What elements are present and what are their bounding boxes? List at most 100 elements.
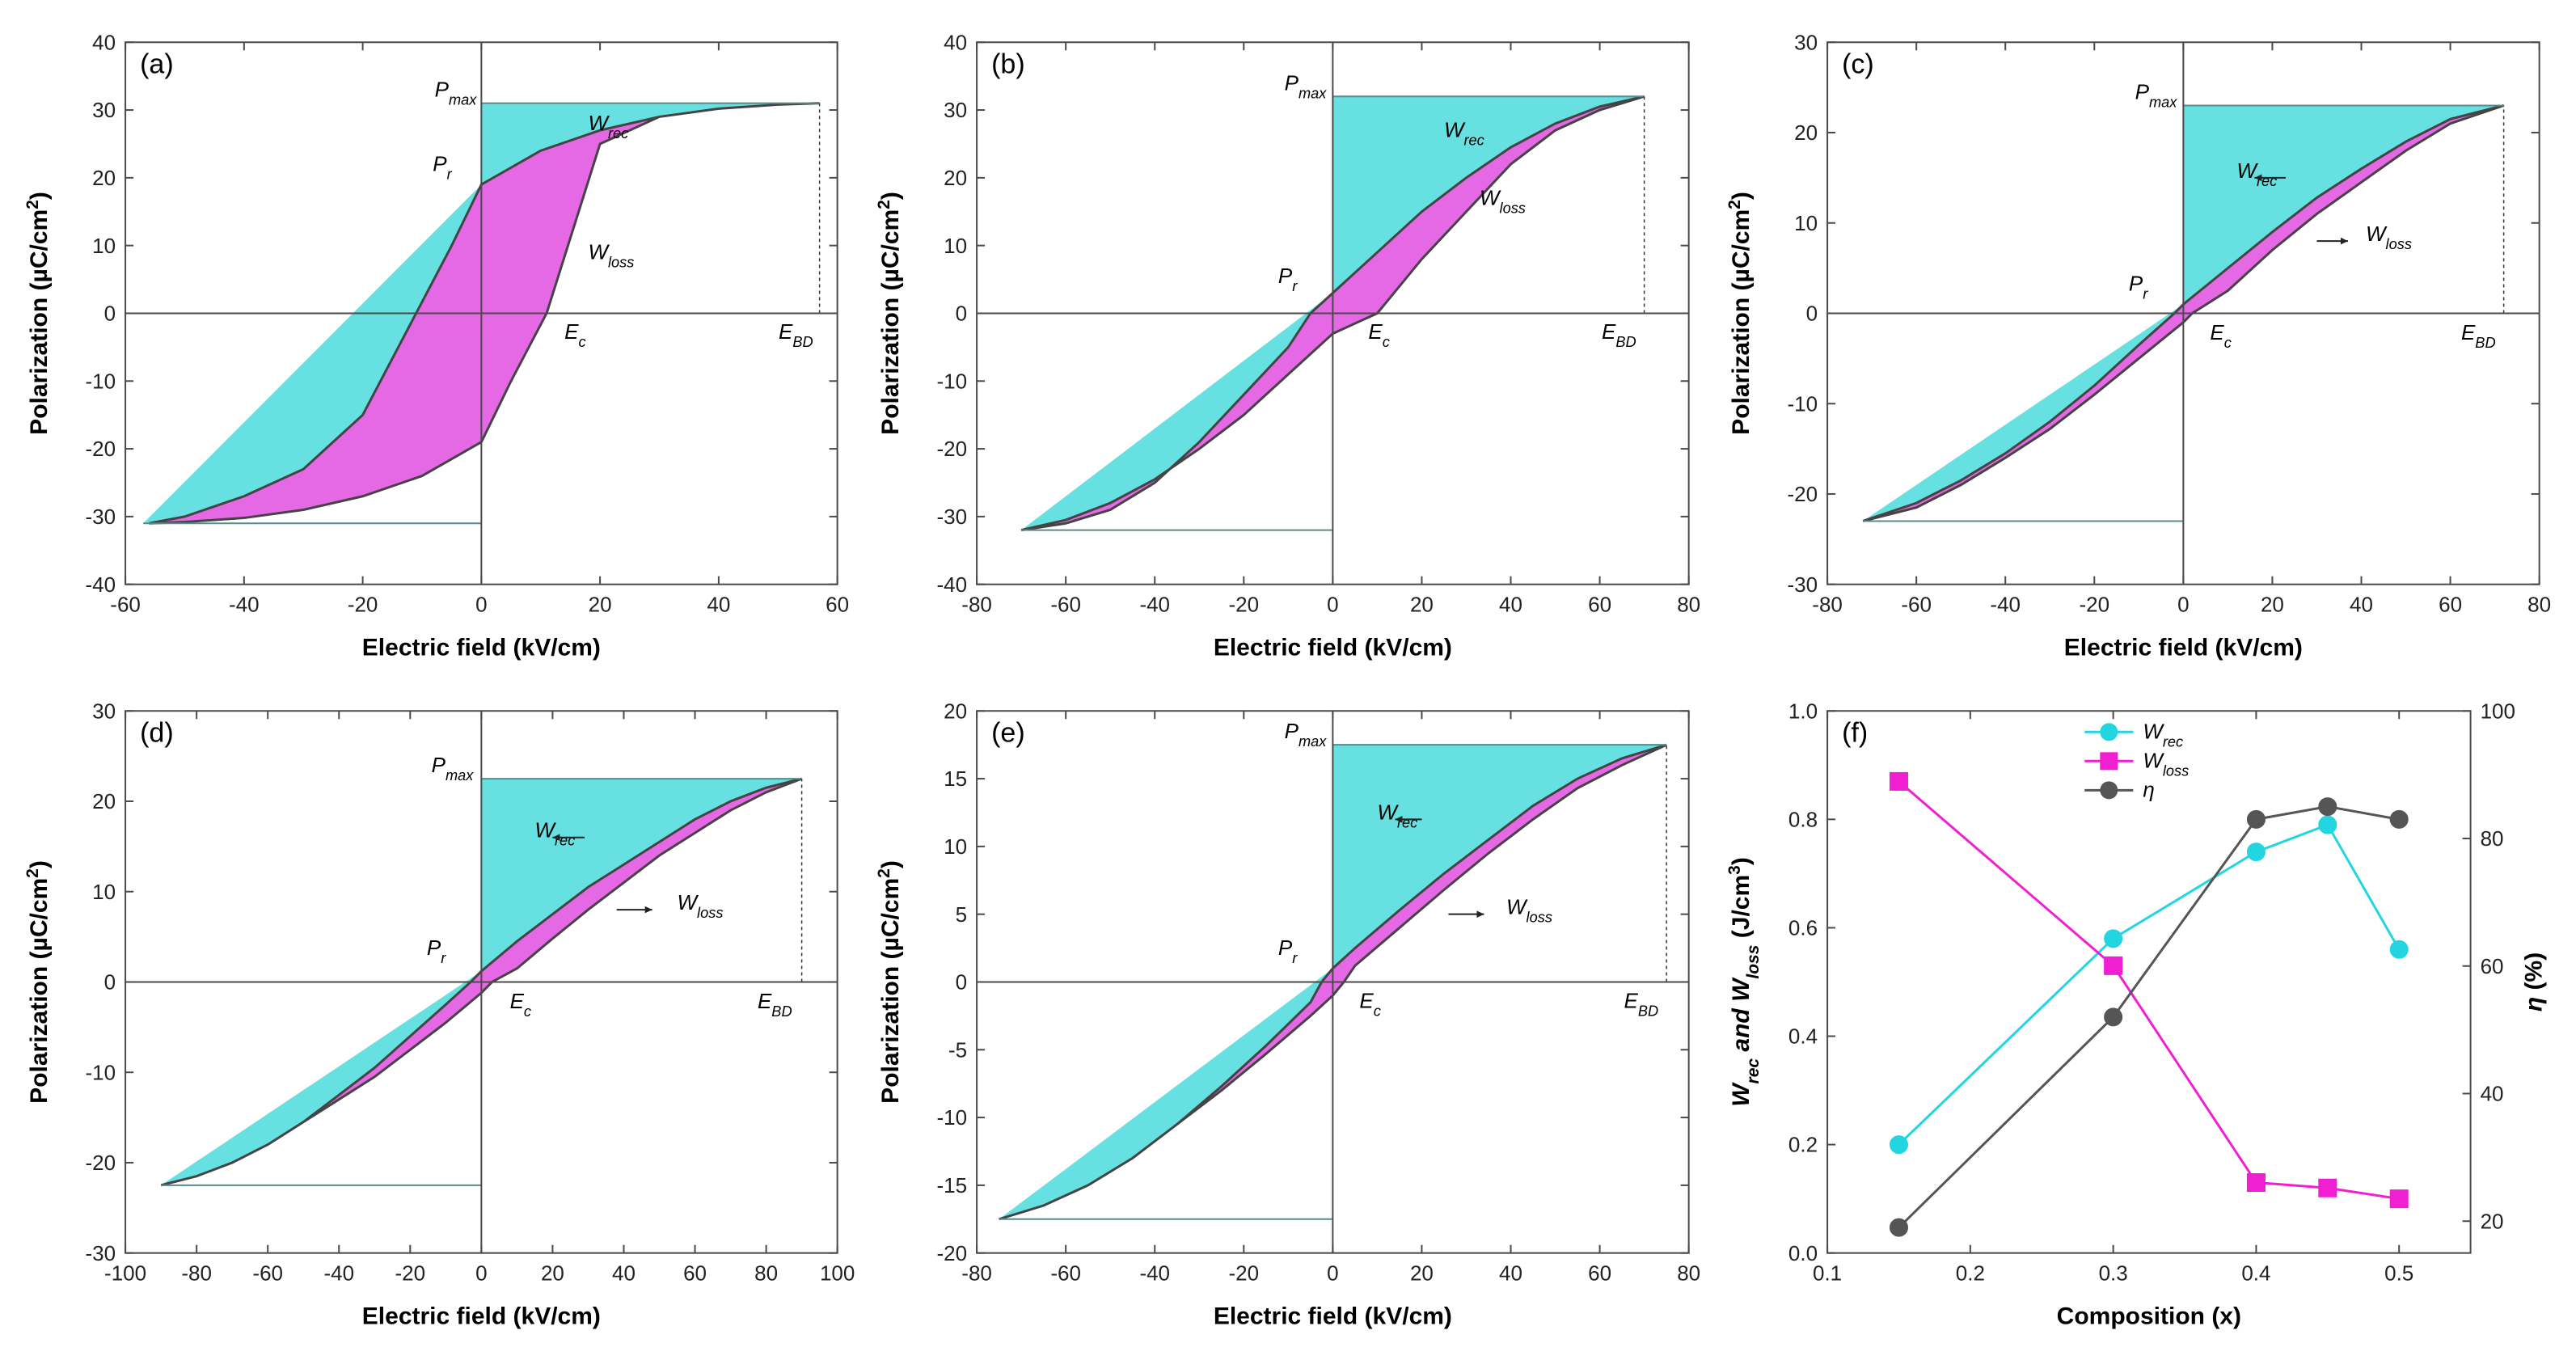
series-marker-eta bbox=[1890, 1219, 1908, 1236]
x-tick: -20 bbox=[1228, 593, 1259, 617]
panel-letter: (a) bbox=[140, 49, 174, 79]
x-tick: -40 bbox=[1991, 593, 2021, 617]
legend: WrecWlossη bbox=[2085, 719, 2190, 801]
x-tick: 40 bbox=[1499, 1261, 1522, 1286]
annot-wloss: Wloss bbox=[2366, 222, 2412, 252]
wrec-region bbox=[2184, 105, 2504, 322]
y-tick: 10 bbox=[92, 234, 116, 258]
x-tick: 80 bbox=[1677, 593, 1700, 617]
annot-ebd: EBD bbox=[2461, 320, 2496, 351]
series-marker-eta bbox=[2248, 810, 2266, 828]
y-tick: 0 bbox=[1806, 302, 1818, 326]
svg-text:40: 40 bbox=[2481, 1082, 2504, 1106]
x-tick: 0 bbox=[1327, 1261, 1338, 1286]
svg-text:80: 80 bbox=[2481, 826, 2504, 851]
svg-text:60: 60 bbox=[2481, 954, 2504, 978]
x-tick: 80 bbox=[2528, 593, 2552, 617]
series-marker-wloss bbox=[1890, 772, 1908, 790]
annot-ec: Ec bbox=[2211, 320, 2232, 351]
x-tick: -40 bbox=[229, 593, 260, 617]
y-tick: -30 bbox=[85, 1241, 116, 1265]
x-tick: 60 bbox=[826, 593, 849, 617]
y-tick: 10 bbox=[1794, 211, 1818, 235]
annot-ec: Ec bbox=[1368, 319, 1389, 350]
svg-text:0.4: 0.4 bbox=[2242, 1261, 2271, 1286]
annot-ebd: EBD bbox=[758, 989, 792, 1020]
x-tick: 0 bbox=[475, 593, 487, 617]
x-tick: -60 bbox=[1050, 1261, 1081, 1286]
x-tick: 0 bbox=[475, 1261, 487, 1286]
x-tick: 60 bbox=[683, 1261, 707, 1286]
annot-ebd: EBD bbox=[1624, 989, 1658, 1020]
x-tick: -20 bbox=[2080, 593, 2110, 617]
x-axis-title: Electric field (kV/cm) bbox=[362, 635, 601, 661]
series-marker-eta bbox=[2319, 798, 2337, 816]
y-axis-title: Polarization (µC/cm2) bbox=[1725, 192, 1755, 435]
series-marker-wrec bbox=[2391, 940, 2409, 958]
svg-text:0.3: 0.3 bbox=[2099, 1261, 2128, 1286]
x-axis-title: Composition (x) bbox=[2057, 1303, 2241, 1330]
x-tick: -20 bbox=[1228, 1261, 1259, 1286]
series-marker-wrec bbox=[2248, 843, 2266, 861]
x-tick: -40 bbox=[1139, 593, 1170, 617]
panel-letter: (f) bbox=[1842, 717, 1868, 748]
annot-wloss: Wloss bbox=[588, 239, 634, 270]
y-tick: 20 bbox=[944, 699, 967, 723]
svg-text:0.2: 0.2 bbox=[1956, 1261, 1985, 1286]
y-tick: 30 bbox=[944, 98, 967, 122]
series-line-wrec bbox=[1899, 825, 2400, 1145]
series-marker-wloss bbox=[2391, 1190, 2409, 1208]
panel-letter: (c) bbox=[1842, 49, 1874, 79]
svg-text:0.4: 0.4 bbox=[1788, 1024, 1818, 1049]
y-tick: 10 bbox=[944, 234, 967, 258]
series-marker-eta bbox=[2391, 810, 2409, 828]
x-tick: -40 bbox=[1139, 1261, 1170, 1286]
x-tick: 20 bbox=[1410, 1261, 1434, 1286]
series-marker-wrec bbox=[2105, 930, 2122, 948]
y-axis-title: Polarization (µC/cm2) bbox=[23, 860, 53, 1104]
x-tick: -60 bbox=[252, 1261, 283, 1286]
y-tick: -10 bbox=[936, 1105, 967, 1130]
annot-wloss: Wloss bbox=[1506, 895, 1552, 926]
series-line-eta bbox=[1899, 807, 2400, 1228]
y-tick: -10 bbox=[85, 1060, 116, 1084]
svg-text:0.5: 0.5 bbox=[2384, 1261, 2413, 1286]
y-axis-title: Polarization (µC/cm2) bbox=[23, 192, 53, 435]
x-axis-title: Electric field (kV/cm) bbox=[1213, 635, 1451, 661]
y-tick: 10 bbox=[92, 880, 116, 904]
y-tick: -20 bbox=[936, 437, 967, 461]
annot-pmax: Pmax bbox=[1284, 70, 1327, 101]
x-tick: 0 bbox=[1327, 593, 1338, 617]
svg-text:0.8: 0.8 bbox=[1788, 807, 1818, 831]
y-tick: 5 bbox=[955, 902, 966, 927]
y-tick: -10 bbox=[1788, 391, 1818, 416]
x-axis-title: Electric field (kV/cm) bbox=[362, 1303, 601, 1330]
x-tick: 80 bbox=[1677, 1261, 1700, 1286]
y-tick: 20 bbox=[92, 789, 116, 813]
y-tick: 20 bbox=[1794, 120, 1818, 145]
y-tick: 0 bbox=[104, 302, 116, 326]
x-tick: 60 bbox=[2439, 593, 2462, 617]
y-tick: -30 bbox=[85, 505, 116, 529]
y-tick: 40 bbox=[92, 30, 116, 54]
series-marker-wloss bbox=[2319, 1179, 2337, 1197]
svg-text:1.0: 1.0 bbox=[1788, 699, 1818, 723]
x-tick: -20 bbox=[395, 1261, 426, 1286]
y-tick: 20 bbox=[92, 166, 116, 190]
svg-text:100: 100 bbox=[2481, 699, 2515, 723]
series-marker-wloss bbox=[2248, 1174, 2266, 1192]
annot-pmax: Pmax bbox=[2135, 79, 2178, 110]
y-tick: 20 bbox=[944, 166, 967, 190]
annot-pmax: Pmax bbox=[1284, 719, 1327, 750]
y-axis-right-title: η (%) bbox=[2521, 952, 2548, 1012]
y-tick: -20 bbox=[936, 1241, 967, 1265]
pe-panel-3: -100-80-60-40-20020406080100-30-20-10010… bbox=[16, 685, 858, 1344]
y-axis-title: Polarization (µC/cm2) bbox=[874, 192, 904, 435]
legend-label: Wrec bbox=[2143, 719, 2184, 750]
pe-panel-4: -80-60-40-20020406080-20-15-10-505101520… bbox=[868, 685, 1709, 1344]
x-tick: 40 bbox=[707, 593, 730, 617]
y-tick: -30 bbox=[1788, 572, 1818, 597]
x-tick: 40 bbox=[1499, 593, 1522, 617]
annot-wloss: Wloss bbox=[678, 890, 724, 921]
x-tick: -60 bbox=[1902, 593, 1932, 617]
